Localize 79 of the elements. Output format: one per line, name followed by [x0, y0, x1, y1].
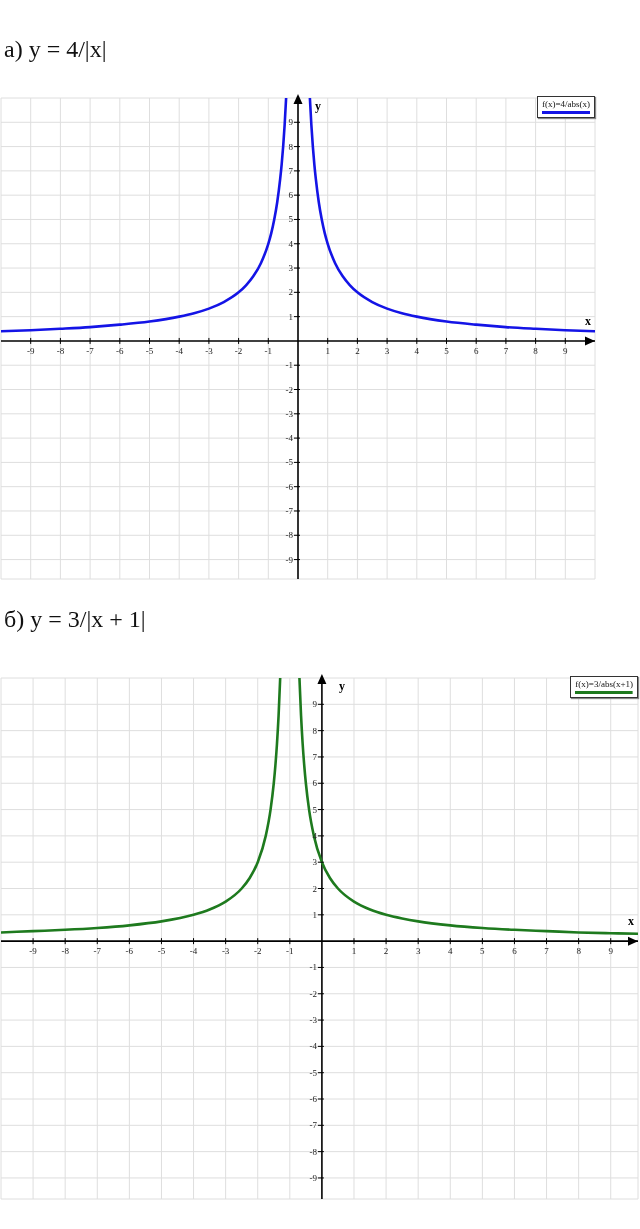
x-tick-label: 7	[544, 946, 550, 957]
y-tick-label: 1	[288, 311, 293, 322]
x-tick-label: -2	[234, 345, 243, 356]
y-tick-label: -1	[285, 360, 293, 371]
y-tick-label: 8	[312, 725, 318, 736]
y-tick-label: -4	[285, 433, 294, 444]
x-tick-label: 8	[533, 345, 539, 356]
x-tick-label: 2	[383, 946, 389, 957]
x-tick-label: 6	[473, 345, 479, 356]
x-tick-label: 5	[444, 345, 450, 356]
x-tick-label: -2	[253, 946, 262, 957]
x-tick-label: 6	[512, 946, 518, 957]
x-tick-label: -8	[61, 946, 70, 957]
y-tick-label: 5	[312, 804, 318, 815]
y-tick-label: 4	[312, 830, 318, 841]
chart-title: б) y = 3/|x + 1|	[4, 606, 146, 633]
y-tick-label: 8	[288, 141, 294, 152]
x-tick-label: -3	[221, 946, 230, 957]
x-tick-label: -7	[93, 946, 102, 957]
x-tick-label: -7	[86, 345, 95, 356]
x-tick-label: -6	[125, 946, 134, 957]
y-tick-label: -9	[285, 554, 294, 565]
y-tick-label: 9	[288, 117, 294, 128]
y-tick-label: 2	[312, 883, 317, 894]
y-tick-label: -3	[309, 1015, 318, 1026]
x-tick-label: -9	[29, 946, 38, 957]
y-tick-label: 3	[312, 857, 318, 868]
text: f(x)=4/abs(x)	[541, 99, 590, 110]
y-tick-label: -6	[285, 481, 294, 492]
y-tick-label: -2	[285, 384, 293, 395]
y-tick-label: -3	[285, 408, 294, 419]
y-tick-label: 6	[312, 778, 318, 789]
x-tick-label: 9	[563, 345, 569, 356]
x-tick-label: 3	[415, 946, 421, 957]
x-tick-label: -1	[264, 345, 273, 356]
y-tick-label: -1	[309, 962, 317, 973]
x-tick-label: 4	[414, 345, 420, 356]
x-tick-label: 5	[480, 946, 486, 957]
y-tick-label: -2	[309, 988, 317, 999]
y-tick-label: 4	[288, 238, 294, 249]
x-tick-label: -6	[116, 345, 125, 356]
y-tick-label: -7	[309, 1120, 318, 1131]
x-tick-label: -4	[189, 946, 198, 957]
y-axis-title: y	[338, 679, 345, 693]
x-tick-label: -5	[145, 345, 154, 356]
x-tick-label: 7	[503, 345, 509, 356]
chart-title: а) y = 4/|x|	[4, 36, 107, 63]
x-tick-label: -3	[205, 345, 214, 356]
y-tick-label: 9	[312, 699, 318, 710]
x-axis-title: x	[628, 914, 634, 929]
x-tick-label: 3	[384, 345, 390, 356]
y-tick-label: -4	[309, 1041, 318, 1052]
x-tick-label: 4	[448, 946, 454, 957]
y-tick-label: 7	[312, 751, 318, 762]
y-tick-label: 1	[312, 909, 317, 920]
y-tick-label: -7	[285, 505, 294, 516]
x-tick-label: -8	[56, 345, 65, 356]
y-axis-title: y	[315, 99, 321, 113]
text: f(x)=3/abs(x+1)	[575, 679, 633, 690]
x-tick-label: 9	[608, 946, 614, 957]
y-tick-label: 3	[288, 263, 294, 274]
y-tick-label: 7	[288, 165, 294, 176]
x-tick-label: 8	[576, 946, 582, 957]
x-tick-label: 1	[351, 946, 357, 957]
x-tick-label: 1	[325, 345, 330, 356]
x-tick-label: -9	[26, 345, 35, 356]
x-tick-label: -5	[157, 946, 166, 957]
x-tick-label: 2	[355, 345, 360, 356]
y-tick-label: 5	[288, 214, 294, 225]
y-tick-label: 6	[288, 190, 294, 201]
y-tick-label: -8	[285, 530, 294, 541]
y-tick-label: -5	[309, 1067, 318, 1078]
y-tick-label: 2	[288, 287, 293, 298]
y-tick-label: -8	[309, 1146, 318, 1157]
y-tick-label: -9	[309, 1172, 318, 1183]
y-tick-label: -5	[285, 457, 294, 468]
x-axis-title: x	[585, 313, 591, 328]
y-tick-label: -6	[309, 1094, 318, 1105]
x-tick-label: -4	[175, 345, 184, 356]
